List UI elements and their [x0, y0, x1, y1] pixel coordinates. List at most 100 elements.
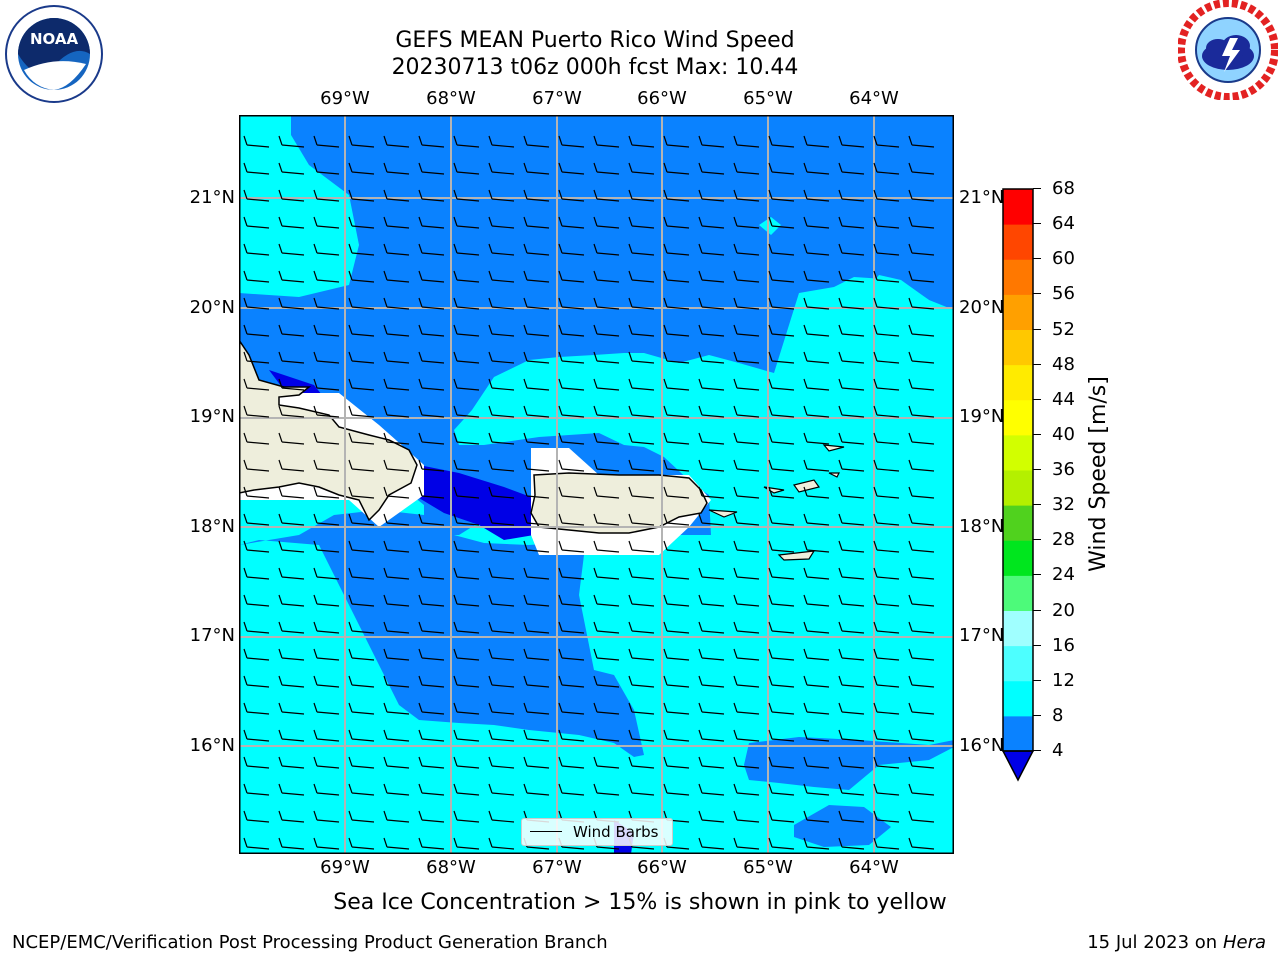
wind-barb — [733, 810, 760, 823]
colorbar-tick-mark — [1033, 469, 1041, 470]
wind-barb — [698, 189, 725, 202]
wind-barb — [663, 135, 690, 148]
lon-label-bottom-3: 67°W — [532, 857, 582, 878]
wind-barb — [523, 621, 550, 634]
wind-barb — [243, 297, 270, 310]
wind-barb — [348, 621, 375, 634]
wind-barb — [873, 567, 900, 580]
wind-barb — [348, 513, 375, 526]
wind-barb — [593, 675, 620, 688]
wind-barb — [628, 432, 655, 445]
colorbar-tick-mark — [1033, 679, 1041, 681]
wind-barb — [488, 216, 515, 229]
wind-barb — [313, 756, 340, 769]
wind-barb — [698, 216, 725, 229]
wind-barb — [243, 756, 270, 769]
wind-barb — [628, 783, 655, 796]
wind-barb — [453, 378, 480, 391]
wind-barb — [418, 756, 445, 769]
wind-barb — [383, 243, 410, 256]
wind-barb — [383, 810, 410, 823]
legend-box: Wind Barbs — [521, 818, 673, 846]
wind-barb — [348, 540, 375, 553]
wind-barb — [418, 270, 445, 283]
wind-barb — [698, 351, 725, 364]
wind-barb — [803, 783, 830, 796]
wind-barb — [803, 756, 830, 769]
wind-barb — [313, 162, 340, 175]
wind-barb — [278, 216, 305, 229]
wind-barb — [453, 810, 480, 823]
wind-barb — [418, 513, 445, 526]
wind-barb — [243, 405, 270, 418]
wind-barb — [558, 216, 585, 229]
wind-barb — [698, 162, 725, 175]
wind-barb — [488, 567, 515, 580]
lat-label-right-2: 20°N — [959, 297, 1005, 318]
lat-label-left-2: 20°N — [189, 297, 235, 318]
wind-barb — [453, 594, 480, 607]
colorbar-tick-label: 32 — [1052, 494, 1075, 516]
wind-barb — [418, 189, 445, 202]
contour-spot-north — [759, 217, 781, 235]
wind-barb — [348, 594, 375, 607]
wind-barb — [558, 162, 585, 175]
wind-barb — [593, 756, 620, 769]
wind-barb — [278, 783, 305, 796]
wind-barb — [873, 432, 900, 445]
wind-barb — [488, 324, 515, 337]
wind-barb — [243, 162, 270, 175]
wind-barb — [418, 567, 445, 580]
wind-barb — [488, 675, 515, 688]
wind-barb — [278, 810, 305, 823]
wind-barb — [628, 243, 655, 256]
wind-barb — [383, 189, 410, 202]
wind-barb — [488, 432, 515, 445]
wind-barb — [628, 351, 655, 364]
wind-barb — [523, 216, 550, 229]
wind-barb — [768, 432, 795, 445]
wind-barb — [838, 513, 865, 526]
wind-barb — [628, 621, 655, 634]
wind-barb — [663, 351, 690, 364]
wind-barb — [558, 756, 585, 769]
wind-barb — [733, 729, 760, 742]
wind-barb — [418, 675, 445, 688]
legend-line — [530, 831, 562, 832]
wind-barb — [698, 324, 725, 337]
land-hispaniola — [239, 338, 418, 522]
wind-barb — [838, 135, 865, 148]
wind-barb — [628, 297, 655, 310]
wind-barb — [313, 621, 340, 634]
colorbar-tick-label: 60 — [1052, 248, 1075, 270]
colorbar-tick-label: 4 — [1052, 740, 1064, 761]
colorbar-segment — [1003, 680, 1033, 717]
wind-barb — [453, 459, 480, 472]
wind-barb — [418, 459, 445, 472]
wind-barb — [803, 594, 830, 607]
wind-barb — [278, 297, 305, 310]
wind-barb — [313, 270, 340, 283]
wind-barb — [453, 270, 480, 283]
wind-barb — [278, 459, 305, 472]
wind-barb — [523, 702, 550, 715]
wind-barb — [593, 351, 620, 364]
colorbar-tick-mark — [1033, 714, 1041, 716]
wind-barb — [243, 216, 270, 229]
wind-barb — [243, 783, 270, 796]
wind-barb — [803, 810, 830, 823]
wind-barb — [698, 297, 725, 310]
wind-barb — [873, 621, 900, 634]
wind-barb — [243, 648, 270, 661]
wind-barb — [908, 702, 935, 715]
wind-barb — [908, 297, 935, 310]
wind-barb — [523, 378, 550, 391]
wind-barb — [663, 621, 690, 634]
lon-label-top-6: 64°W — [849, 88, 899, 109]
wind-barb — [558, 648, 585, 661]
wind-barb — [453, 756, 480, 769]
colorbar-tick-label: 12 — [1052, 669, 1075, 691]
wind-barb — [663, 513, 690, 526]
wind-barb — [768, 729, 795, 742]
wind-barb — [768, 675, 795, 688]
